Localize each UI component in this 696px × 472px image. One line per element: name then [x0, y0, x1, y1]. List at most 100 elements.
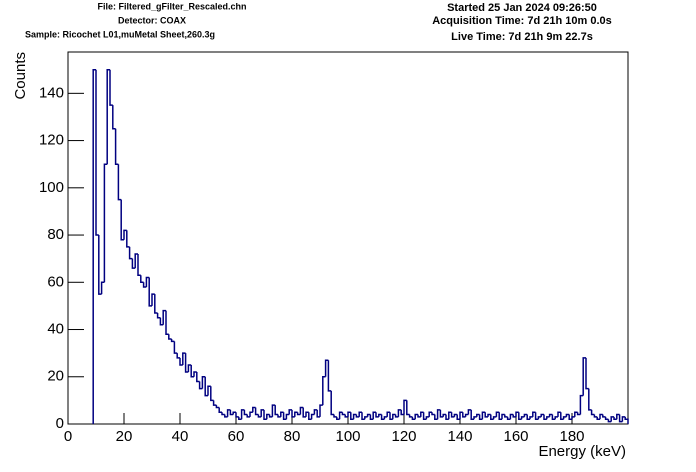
histogram-bin	[520, 416, 525, 420]
histogram-bin	[562, 416, 567, 420]
histogram-bin	[590, 409, 595, 416]
histogram-bin	[414, 413, 418, 420]
x-tick-label: 40	[172, 428, 189, 445]
histogram-bin	[428, 411, 432, 417]
histogram-bin	[484, 412, 488, 418]
histogram-bin	[355, 414, 360, 418]
histogram-bin	[411, 416, 416, 421]
histogram-bin	[593, 414, 598, 418]
histogram-bin	[557, 411, 561, 417]
histogram-bin	[473, 416, 477, 420]
histogram-bin	[285, 413, 290, 420]
histogram-bin	[131, 258, 136, 269]
histogram-bin	[599, 413, 603, 420]
histogram-bin	[100, 281, 105, 295]
histogram-bin	[350, 412, 354, 421]
histogram-bin	[386, 411, 390, 417]
histogram-bin	[288, 409, 292, 415]
histogram-bin	[543, 414, 547, 421]
histogram-bin	[445, 414, 449, 421]
histogram-bin	[159, 317, 164, 326]
histogram-bin	[369, 414, 374, 421]
histogram-bin	[537, 416, 542, 420]
histogram-bin	[361, 412, 365, 421]
histogram-bin	[145, 276, 150, 288]
histogram-bin	[187, 364, 192, 373]
histogram-bin	[546, 416, 550, 420]
histogram-bin	[280, 411, 284, 417]
histogram-bin	[336, 416, 340, 421]
histogram-bin	[467, 409, 472, 415]
histogram-bin	[610, 416, 614, 422]
histogram-bin	[114, 128, 119, 165]
histogram-bin	[148, 277, 152, 307]
histogram-bin	[462, 412, 466, 418]
histogram-bin	[490, 414, 494, 421]
histogram-bin	[495, 411, 500, 417]
histogram-bin	[476, 413, 480, 417]
histogram-bin	[352, 413, 357, 420]
histogram-bin	[184, 353, 189, 373]
histogram-bin	[266, 413, 270, 420]
histogram-bin	[235, 412, 239, 418]
histogram-bin	[142, 282, 147, 288]
histogram-bin	[408, 414, 413, 418]
histogram-bin	[162, 309, 166, 325]
histogram-bin	[137, 253, 141, 276]
histogram-bin	[588, 388, 592, 411]
histogram-bin	[456, 414, 460, 421]
histogram-bin	[582, 357, 586, 396]
histogram-bin	[616, 413, 620, 420]
histogram-bin	[218, 407, 222, 413]
y-tick-label: 0	[56, 415, 64, 432]
histogram-bin	[263, 409, 267, 421]
histogram-bin	[554, 416, 558, 420]
histogram-bin	[229, 409, 234, 416]
histogram-bin	[450, 412, 455, 418]
histogram-bin	[305, 411, 309, 417]
histogram-bin	[302, 407, 306, 418]
histogram-bin	[316, 409, 320, 418]
histogram-bin	[529, 416, 533, 420]
x-axis-title: Energy (keV)	[538, 443, 626, 460]
histogram-bin	[518, 412, 522, 421]
histogram-bin	[128, 246, 133, 260]
histogram-bin	[509, 413, 514, 420]
histogram-bin	[226, 409, 231, 417]
histogram-bin	[341, 412, 346, 416]
histogram-bin	[224, 414, 228, 418]
histogram-bin	[560, 412, 564, 421]
histogram-bin	[534, 412, 539, 421]
histogram-bin	[140, 275, 144, 284]
histogram-bin	[168, 334, 172, 340]
histogram-bin	[243, 409, 248, 416]
histogram-bin	[109, 69, 113, 106]
histogram-bin	[333, 414, 337, 418]
histogram-bin	[604, 416, 609, 421]
histogram-bin	[196, 372, 200, 383]
histogram-bin	[392, 413, 396, 420]
histogram-bin	[618, 414, 623, 423]
histogram-bin	[126, 230, 130, 248]
histogram-bin	[123, 229, 127, 240]
histogram-bin	[117, 164, 122, 201]
histogram-bin	[571, 416, 575, 420]
histogram-bin	[134, 253, 138, 269]
histogram-bin	[464, 413, 469, 417]
histogram-bin	[442, 413, 446, 417]
histogram-bin	[515, 411, 519, 417]
x-tick-label: 180	[559, 428, 584, 445]
histogram-bin	[310, 413, 315, 420]
histogram-bin	[156, 312, 161, 319]
header-started: Started 25 Jan 2024 09:26:50	[447, 2, 597, 14]
histogram-bin	[112, 105, 116, 130]
histogram-bin	[207, 385, 211, 396]
histogram-bin	[532, 411, 536, 417]
histogram-bin	[344, 414, 348, 418]
histogram-bin	[291, 409, 295, 418]
histogram-bin	[487, 413, 491, 417]
histogram-bin	[274, 405, 278, 416]
histogram-bin	[607, 419, 612, 423]
y-tick-label: 40	[47, 320, 64, 337]
histogram-bin	[198, 381, 203, 390]
